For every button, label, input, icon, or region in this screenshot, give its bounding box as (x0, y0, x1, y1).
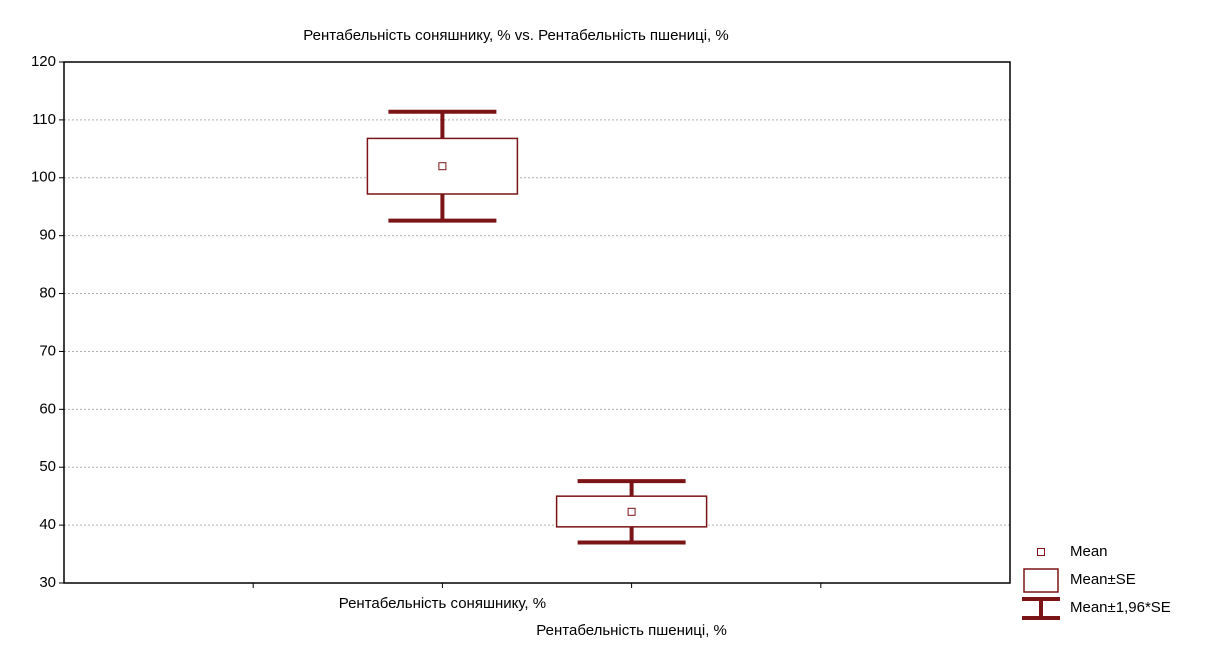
y-tick-label: 80 (39, 285, 56, 302)
legend-label: Mean±SE (1070, 571, 1136, 588)
chart-title: Рентабельність соняшнику, % vs. Рентабел… (303, 27, 728, 44)
y-tick-label: 90 (39, 227, 56, 244)
y-tick-label: 30 (39, 574, 56, 591)
mean-marker (438, 162, 447, 171)
legend-se-icon (1023, 568, 1059, 593)
y-tick-label: 110 (32, 111, 56, 128)
legend-label: Mean±1,96*SE (1070, 599, 1171, 616)
legend-label: Mean (1070, 543, 1108, 560)
plot-frame (63, 61, 1011, 584)
x-tick-label: Рентабельність пшениці, % (536, 622, 727, 639)
y-tick-label: 70 (39, 342, 56, 359)
mean-marker (627, 507, 636, 516)
y-tick-label: 100 (31, 169, 56, 186)
y-tick-label: 120 (31, 53, 56, 70)
legend-mean-icon (1037, 548, 1045, 556)
y-tick-label: 40 (39, 516, 56, 533)
y-tick-label: 60 (39, 400, 56, 417)
box (366, 137, 519, 195)
x-tick-label: Рентабельність соняшнику, % (339, 595, 546, 612)
box (555, 495, 708, 528)
y-tick-label: 50 (39, 458, 56, 475)
